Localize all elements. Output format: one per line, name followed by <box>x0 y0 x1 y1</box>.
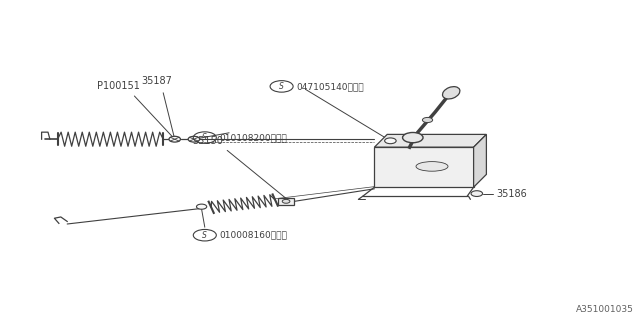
Text: 35186: 35186 <box>496 188 527 199</box>
Circle shape <box>169 136 180 142</box>
Text: 010108200（２）: 010108200（２） <box>220 133 287 142</box>
Circle shape <box>188 136 200 142</box>
Circle shape <box>196 204 207 209</box>
Polygon shape <box>374 134 486 147</box>
Polygon shape <box>374 147 474 187</box>
Circle shape <box>385 138 396 144</box>
Text: 35150: 35150 <box>193 136 223 146</box>
Circle shape <box>403 132 423 143</box>
Text: S: S <box>202 231 207 240</box>
Text: S: S <box>279 82 284 91</box>
Ellipse shape <box>442 87 460 99</box>
Text: 047105140（６）: 047105140（６） <box>296 82 364 91</box>
FancyBboxPatch shape <box>278 198 294 205</box>
Text: 010008160（２）: 010008160（２） <box>220 231 287 240</box>
Circle shape <box>422 117 433 123</box>
Circle shape <box>282 199 290 203</box>
Circle shape <box>471 191 483 196</box>
Text: S: S <box>202 133 207 142</box>
Text: P100151: P100151 <box>97 81 140 91</box>
Ellipse shape <box>416 162 448 171</box>
Text: 35187: 35187 <box>141 76 172 86</box>
Polygon shape <box>474 134 486 187</box>
Text: A351001035: A351001035 <box>576 305 634 314</box>
